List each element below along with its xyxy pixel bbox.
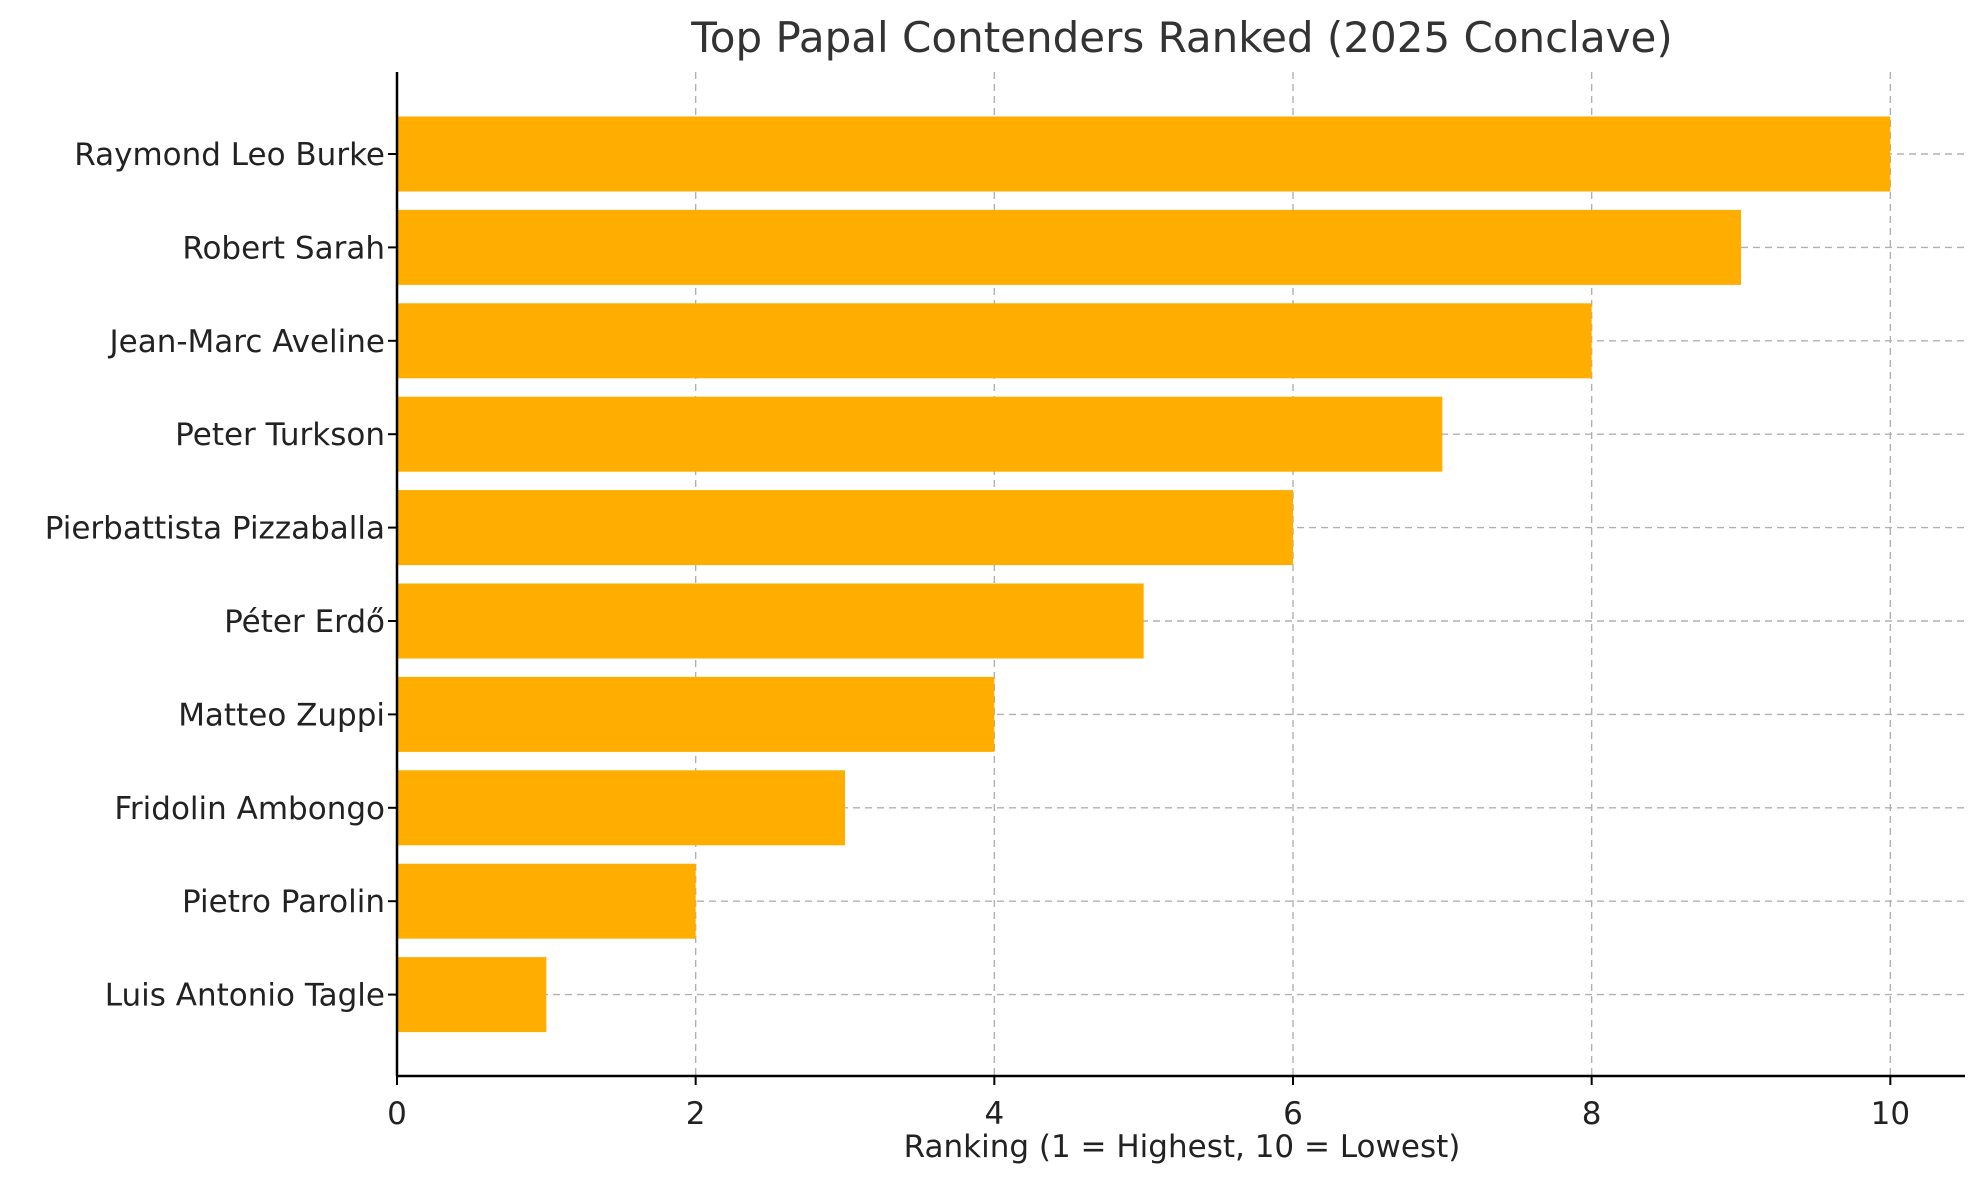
x-tick-label: 8 [1582, 1096, 1602, 1132]
bar [397, 303, 1592, 379]
bar [397, 863, 696, 939]
x-axis-title: Ranking (1 = Highest, 10 = Lowest) [904, 1129, 1461, 1165]
category-label: Pierbattista Pizzaballa [45, 511, 385, 547]
bar [397, 583, 1144, 659]
category-label: Péter Erdő [224, 604, 385, 640]
chart-title: Top Papal Contenders Ranked (2025 Concla… [690, 13, 1673, 62]
bar [397, 676, 995, 752]
category-label: Luis Antonio Tagle [105, 978, 385, 1014]
x-tick-label: 4 [984, 1096, 1004, 1132]
bar [397, 209, 1741, 285]
category-label: Fridolin Ambongo [114, 791, 385, 827]
category-label: Raymond Leo Burke [74, 137, 385, 173]
bar [397, 116, 1891, 192]
axes: 0 2 4 6 8 10 [387, 72, 1965, 1132]
x-tick-label: 2 [686, 1096, 706, 1132]
bar [397, 396, 1443, 472]
category-label: Matteo Zuppi [178, 697, 385, 733]
x-tick-label: 0 [387, 1096, 407, 1132]
bars [397, 116, 1891, 1033]
bar [397, 957, 547, 1033]
bar [397, 770, 845, 846]
category-label: Robert Sarah [182, 230, 385, 266]
category-label: Pietro Parolin [182, 884, 385, 920]
bar [397, 490, 1293, 566]
category-label: Peter Turkson [175, 417, 385, 453]
x-tick-label: 10 [1871, 1096, 1910, 1132]
x-tick-label: 6 [1283, 1096, 1303, 1132]
category-labels: Raymond Leo Burke Robert Sarah Jean-Marc A… [45, 137, 385, 1014]
category-label: Jean-Marc Aveline [107, 324, 385, 360]
